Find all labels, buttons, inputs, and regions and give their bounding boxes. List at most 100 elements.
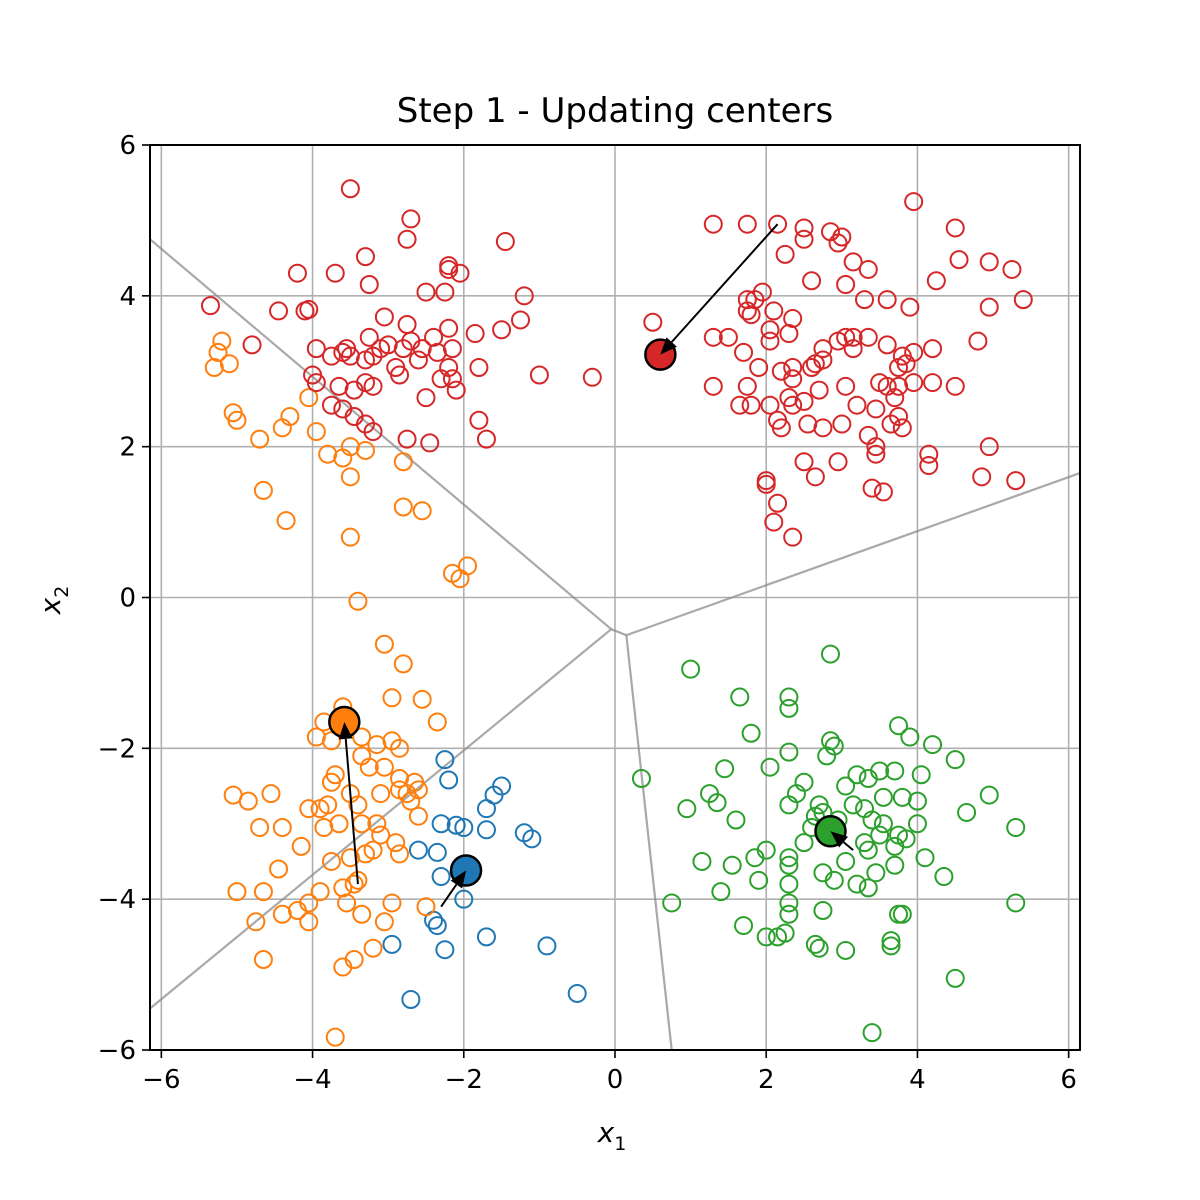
data-point (885, 761, 905, 781)
data-point (703, 327, 723, 347)
data-point (873, 482, 893, 502)
y-tick-label: 4 (119, 282, 136, 312)
data-point (439, 770, 459, 790)
data-point (352, 727, 372, 747)
data-point (306, 339, 326, 359)
data-point (847, 874, 867, 894)
center-update-arrow-head (830, 831, 849, 848)
data-point (715, 759, 735, 779)
data-point (276, 511, 296, 531)
data-point (1006, 893, 1026, 913)
data-point (881, 936, 901, 956)
center-update-arrow-head (660, 337, 677, 355)
data-point (911, 765, 931, 785)
data-point (219, 354, 239, 374)
data-point (858, 878, 878, 898)
y-tick-label: −6 (98, 1036, 136, 1066)
data-point (764, 512, 784, 532)
data-point (227, 410, 247, 430)
data-point (722, 855, 742, 875)
y-axis-label: x2 (34, 586, 73, 616)
data-point (272, 818, 292, 838)
data-point (919, 456, 939, 476)
data-point (843, 252, 863, 272)
x-tick-label: −4 (293, 1065, 331, 1095)
data-point (896, 829, 916, 849)
data-point (374, 757, 394, 777)
data-point (393, 452, 413, 472)
data-point (348, 795, 368, 815)
data-point (794, 452, 814, 472)
data-point (476, 927, 496, 947)
data-point (469, 357, 489, 377)
data-point (945, 750, 965, 770)
data-point (813, 863, 833, 883)
data-point (446, 380, 466, 400)
data-point (828, 233, 848, 253)
data-point (408, 840, 428, 860)
data-point (299, 388, 319, 408)
data-point (412, 689, 432, 709)
data-point (926, 271, 946, 291)
data-point (779, 855, 799, 875)
y-axis-label-subscript: 2 (51, 586, 73, 598)
data-point (427, 712, 447, 732)
data-point (730, 395, 750, 415)
data-point (250, 429, 270, 449)
data-point (794, 391, 814, 411)
y-axis-label-base: x (34, 597, 67, 615)
data-point (374, 634, 394, 654)
data-point (843, 327, 863, 347)
data-point (866, 399, 886, 419)
data-point (813, 339, 833, 359)
data-point (416, 388, 436, 408)
center-update-arrow-shaft (344, 738, 359, 885)
data-point (904, 192, 924, 212)
axis-ticks: −6 −4 −2 0 2 4 6 −6 −4 −2 0 2 4 6 (98, 131, 1077, 1095)
data-point (737, 214, 757, 234)
data-point (458, 556, 478, 576)
data-point (435, 940, 455, 960)
data-point (340, 848, 360, 868)
data-point (900, 727, 920, 747)
data-point (711, 882, 731, 902)
data-point (836, 851, 856, 871)
data-point (435, 282, 455, 302)
data-point (737, 376, 757, 396)
voronoi-boundary-line (625, 635, 673, 1051)
data-point (412, 501, 432, 521)
data-point (269, 859, 289, 879)
data-point (325, 263, 345, 283)
data-point (968, 331, 988, 351)
data-point (390, 738, 410, 758)
data-point (348, 591, 368, 611)
data-point (707, 793, 727, 813)
data-point (957, 802, 977, 822)
data-point (442, 369, 462, 389)
data-point (703, 376, 723, 396)
data-point (363, 938, 383, 958)
data-point (779, 324, 799, 344)
data-point (877, 335, 897, 355)
data-point (730, 687, 750, 707)
data-point (355, 440, 375, 460)
data-point (321, 772, 341, 792)
data-point (344, 874, 364, 894)
data-point (522, 829, 542, 849)
data-point (756, 927, 776, 947)
data-point (809, 938, 829, 958)
data-point (495, 232, 515, 252)
center-update-arrow-head (338, 721, 353, 740)
center-update-arrow-shaft (670, 223, 779, 343)
data-point (393, 497, 413, 517)
data-point (794, 229, 814, 249)
data-point (337, 339, 357, 359)
data-point (866, 444, 886, 464)
data-point (299, 912, 319, 932)
chart-title: Step 1 - Updating centers (397, 91, 833, 131)
x-tick-label: 4 (909, 1065, 926, 1095)
data-point (741, 395, 761, 415)
data-point (439, 318, 459, 338)
data-point (416, 897, 436, 917)
data-point (794, 218, 814, 238)
